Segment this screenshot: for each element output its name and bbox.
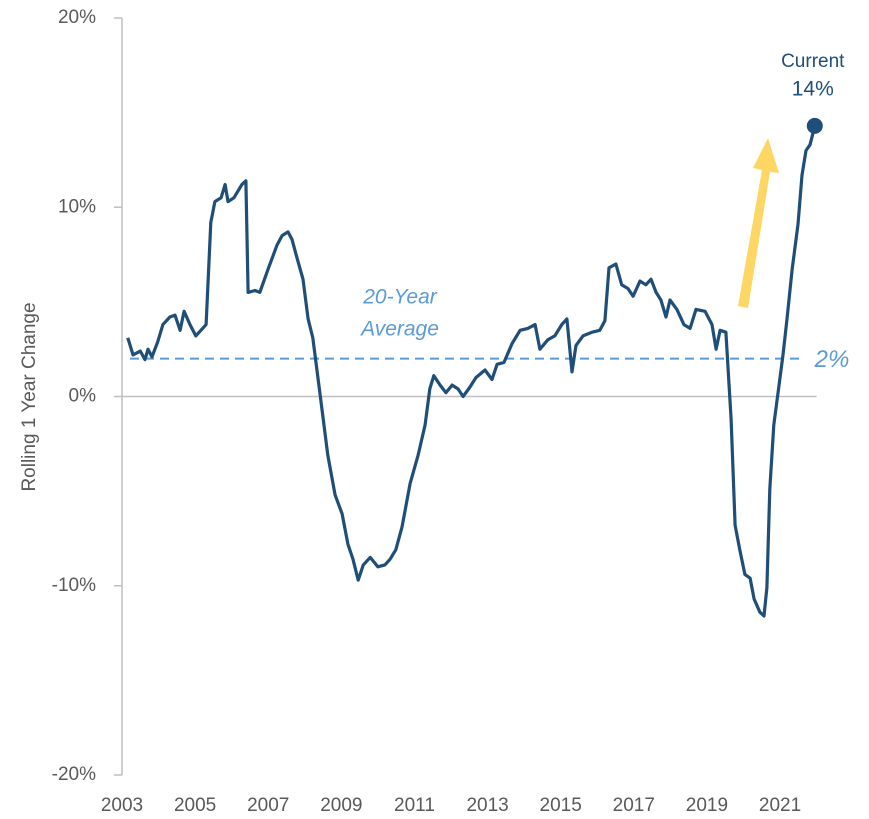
- y-tick-label: -20%: [52, 764, 96, 785]
- series-line: [126, 125, 817, 618]
- current-value-label: 14%: [792, 78, 834, 101]
- current-point: [806, 117, 823, 134]
- current-label: Current: [781, 51, 845, 72]
- average-label: 20-Year: [362, 286, 438, 309]
- average-label: Average: [359, 318, 439, 341]
- x-tick-label: 2019: [686, 795, 728, 816]
- y-tick-label: 0%: [69, 386, 97, 407]
- y-axis-label: Rolling 1 Year Change: [19, 302, 40, 491]
- x-tick-label: 2013: [466, 795, 508, 816]
- x-tick-label: 2003: [101, 795, 143, 816]
- x-tick-label: 2009: [320, 795, 362, 816]
- x-tick-label: 2015: [540, 795, 582, 816]
- x-tick-label: 2021: [759, 795, 801, 816]
- x-tick-label: 2005: [174, 795, 216, 816]
- average-value-label: 2%: [814, 346, 850, 373]
- x-tick-label: 2007: [247, 795, 289, 816]
- trend-arrow: [738, 138, 779, 308]
- y-tick-label: 10%: [58, 196, 96, 217]
- x-tick-label: 2011: [394, 795, 435, 816]
- y-tick-label: -10%: [52, 575, 96, 596]
- y-tick-label: 20%: [58, 7, 96, 28]
- x-tick-label: 2017: [613, 795, 655, 816]
